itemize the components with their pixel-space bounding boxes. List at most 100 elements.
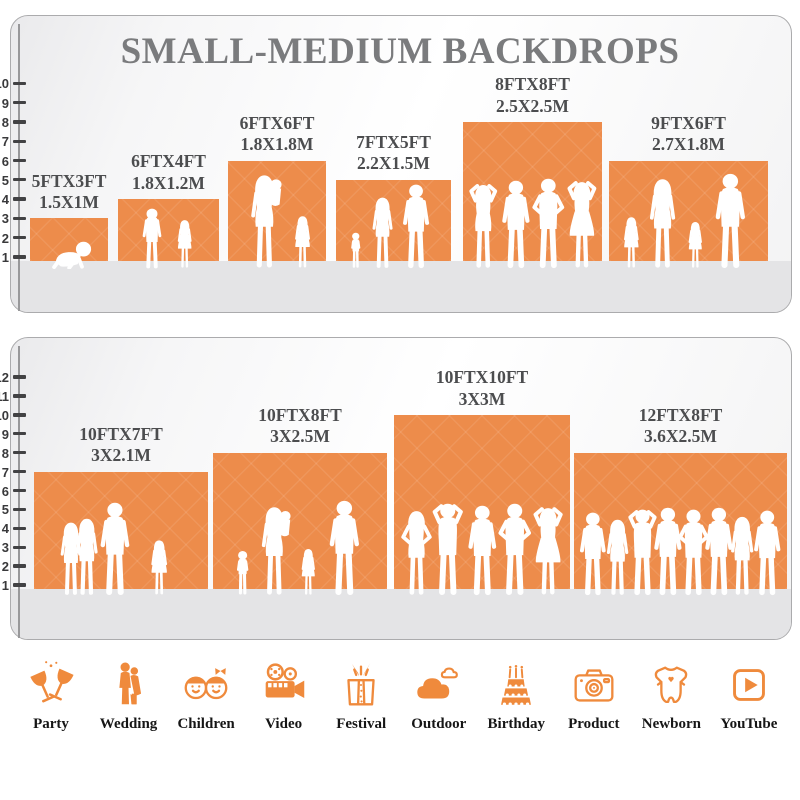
backdrop-size-feet: 8FTX8FT xyxy=(495,74,570,95)
backdrop-size-label: 8FTX8FT 2.5X2.5M xyxy=(495,74,570,117)
person-silhouette-womancarry xyxy=(250,175,282,268)
category-label: Product xyxy=(568,716,620,732)
backdrop-size-label: 6FTX4FT 1.8X1.2M xyxy=(131,151,206,194)
y-axis-tick-label: 3 xyxy=(1,540,9,556)
person-silhouette-girl xyxy=(294,216,310,268)
product-icon xyxy=(574,669,614,702)
person-silhouette-baby xyxy=(52,241,92,269)
outdoor-icon xyxy=(417,667,458,699)
person-silhouette-woman xyxy=(372,197,393,268)
y-axis-tick-label: 2 xyxy=(1,559,9,575)
y-axis-tick xyxy=(13,469,26,474)
backdrop-size-feet: 10FTX7FT xyxy=(79,423,163,444)
youtube-icon xyxy=(733,669,765,701)
y-axis-tick-label: 11 xyxy=(0,389,9,404)
backdrop-size-feet: 6FTX6FT xyxy=(239,112,315,133)
category-icon-row: Party Wedding Children Video Festival Ou… xyxy=(14,658,786,733)
party-icon xyxy=(30,661,74,703)
y-axis-tick xyxy=(13,413,26,417)
person-silhouette-man xyxy=(579,512,606,596)
category-label: Wedding xyxy=(99,716,158,732)
category-item-outdoor: Outdoor xyxy=(402,658,476,733)
person-silhouette-womancarry xyxy=(261,507,291,595)
person-silhouette-woman xyxy=(76,518,98,595)
y-axis-tick-label: 8 xyxy=(1,445,9,461)
backdrop-size-meters: 3X2.5M xyxy=(270,426,330,447)
person-silhouette-manhead xyxy=(432,503,464,596)
category-label: Birthday xyxy=(487,716,546,732)
y-axis-tick-label: 4 xyxy=(1,192,9,208)
y-axis-tick-label: 7 xyxy=(1,134,9,150)
category-label: Outdoor xyxy=(411,716,467,732)
studio-floor xyxy=(11,589,791,639)
backdrop-size-label: 5FTX3FT 1.5X1M xyxy=(32,171,107,214)
y-axis-tick xyxy=(13,100,26,105)
y-axis-tick xyxy=(13,394,26,398)
y-axis-tick xyxy=(13,451,26,455)
y-axis-tick-label: 10 xyxy=(0,407,9,423)
y-axis-tick xyxy=(13,255,26,259)
person-silhouette-woman xyxy=(649,179,676,268)
person-silhouette-girl xyxy=(624,217,639,268)
studio-floor xyxy=(11,261,791,312)
y-axis-tick xyxy=(13,120,26,124)
y-axis-tick-label: 6 xyxy=(1,483,9,499)
person-silhouette-man xyxy=(653,507,682,596)
backdrop-bar-12ftx8ft xyxy=(574,452,787,589)
backdrop-size-feet: 10FTX10FT xyxy=(435,367,529,388)
y-axis-tick-label: 7 xyxy=(1,464,9,480)
y-axis-tick-label: 9 xyxy=(1,95,9,111)
backdrop-size-label: 10FTX7FT 3X2.1M xyxy=(79,424,163,467)
category-label: Children xyxy=(177,716,235,732)
person-silhouette-womandresshead xyxy=(533,507,563,595)
person-silhouette-man xyxy=(468,505,496,596)
person-silhouette-man xyxy=(715,173,746,269)
backdrop-size-label: 10FTX10FT 3X3M xyxy=(436,367,528,410)
panel-medium-backdrops: 12345678910111210FTX7FT3X2.1M10FTX8FT3X2… xyxy=(0,337,792,640)
category-item-party: Party xyxy=(14,658,88,733)
y-axis-tick-label: 1 xyxy=(1,578,9,593)
backdrop-bar-10ftx8ft xyxy=(213,452,387,589)
backdrop-size-label: 12FTX8FT 3.6X2.5M xyxy=(639,405,723,448)
backdrop-size-meters: 3.6X2.5M xyxy=(644,426,717,447)
y-axis-tick-label: 8 xyxy=(1,114,9,130)
category-label: Festival xyxy=(336,716,387,732)
backdrop-size-meters: 2.7X1.8M xyxy=(652,134,725,155)
page-title: SMALL-MEDIUM BACKDROPS xyxy=(120,31,680,72)
y-axis-tick xyxy=(13,507,26,512)
backdrop-size-meters: 3X2.1M xyxy=(91,445,151,466)
backdrop-size-label: 10FTX8FT 3X2.5M xyxy=(258,405,342,448)
person-silhouette-man xyxy=(403,184,430,269)
category-label: Party xyxy=(33,716,69,732)
person-silhouette-toddler xyxy=(350,232,361,268)
festival-icon xyxy=(347,663,375,706)
person-silhouette-woman xyxy=(606,519,629,595)
category-item-video: Video xyxy=(247,658,321,733)
person-silhouette-manhips xyxy=(498,503,532,596)
y-axis-tick xyxy=(13,139,26,143)
backdrop-size-feet: 9FTX6FT xyxy=(651,112,726,133)
backdrop-bar-6ftx4ft xyxy=(118,199,219,261)
person-silhouette-boy xyxy=(142,208,161,269)
y-axis-line xyxy=(18,24,20,311)
backdrop-size-feet: 10FTX8FT xyxy=(258,405,342,426)
person-silhouette-girl xyxy=(688,222,703,268)
backdrop-bar-6ftx6ft xyxy=(228,160,326,261)
category-label: Newborn xyxy=(641,716,701,732)
video-icon xyxy=(265,663,304,699)
category-item-youtube: YouTube xyxy=(712,658,786,733)
y-axis-tick xyxy=(13,216,26,221)
y-axis-tick-label: 1 xyxy=(1,250,9,265)
person-silhouette-woman xyxy=(731,516,754,595)
backdrop-size-meters: 3X3M xyxy=(458,388,506,409)
category-label: Video xyxy=(265,716,303,732)
person-silhouette-man xyxy=(704,507,733,596)
category-item-newborn: Newborn xyxy=(634,658,708,733)
person-silhouette-man xyxy=(754,510,781,596)
category-item-festival: Festival xyxy=(324,658,398,733)
person-silhouette-man xyxy=(501,180,530,269)
backdrop-size-label: 7FTX5FT 2.2X1.5M xyxy=(356,132,431,175)
y-axis-tick xyxy=(13,236,26,240)
backdrop-size-meters: 1.5X1M xyxy=(39,192,99,213)
